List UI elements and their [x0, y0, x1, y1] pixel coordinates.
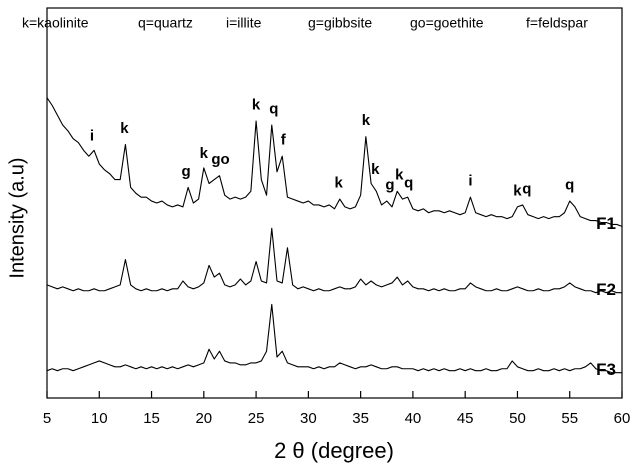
x-tick-label: 60	[614, 410, 631, 427]
key-entry: g=gibbsite	[308, 15, 372, 31]
plot-frame	[46, 7, 623, 399]
peak-label: i	[90, 128, 94, 145]
x-tick-label: 55	[561, 410, 578, 427]
x-tick-label: 25	[248, 410, 265, 427]
key-entry: q=quartz	[138, 15, 193, 31]
series-label: F3	[596, 360, 616, 379]
series-line	[46, 227, 622, 294]
y-axis-title: Intensity (a.u)	[6, 157, 28, 278]
series-label: F2	[596, 280, 616, 299]
peak-label: i	[468, 173, 472, 190]
x-tick-label: 35	[352, 410, 369, 427]
peak-label: k	[335, 174, 344, 191]
x-tick-label: 40	[405, 410, 422, 427]
peak-label: k	[200, 145, 209, 162]
series-line	[46, 97, 623, 227]
peak-label: f	[281, 132, 287, 149]
x-tick-label: 50	[509, 410, 526, 427]
key-entry: k=kaolinite	[22, 15, 89, 31]
x-tick-label: 20	[195, 410, 212, 427]
peak-label: q	[404, 174, 413, 191]
x-tick-label: 30	[300, 410, 317, 427]
series-label: F1	[596, 214, 616, 233]
peak-label: q	[269, 100, 278, 117]
peak-label: q	[522, 180, 531, 197]
peak-label: k	[395, 167, 404, 184]
peak-label: q	[565, 176, 574, 193]
key-entry: i=illite	[226, 15, 262, 31]
peak-label: g	[181, 163, 190, 180]
peak-label: k	[371, 161, 380, 178]
peak-label: g	[385, 176, 394, 193]
key-entry: go=goethite	[410, 15, 484, 31]
key-entry: f=feldspar	[526, 15, 588, 31]
x-tick-label: 15	[143, 410, 160, 427]
peak-label: k	[120, 120, 129, 137]
x-axis-title: 2 θ (degree)	[274, 438, 394, 463]
peak-label: k	[252, 96, 261, 113]
peak-label: go	[211, 151, 229, 168]
peak-label: k	[362, 112, 371, 129]
x-tick-label: 45	[457, 410, 474, 427]
x-tick-label: 10	[91, 410, 108, 427]
peak-label: k	[513, 182, 522, 199]
x-tick-label: 5	[43, 410, 51, 427]
series-line	[46, 303, 622, 374]
